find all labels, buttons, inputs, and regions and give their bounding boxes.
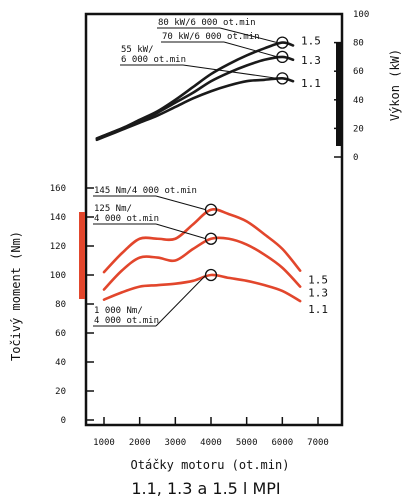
power-series-line-1.1 (95, 77, 295, 142)
torque-tick-label: 160 (50, 184, 66, 194)
torque-tick-label: 20 (55, 387, 66, 397)
power-series-label-1.3: 1.3 (301, 54, 321, 67)
power-anno-text: 70 kW/6 000 ot.min (162, 32, 260, 42)
power-tick-label: 40 (353, 96, 364, 106)
torque-anno-leader (155, 195, 207, 211)
power-axis-bar (336, 43, 341, 146)
torque-series-label-1.3: 1.3 (308, 287, 328, 300)
power-tick-label: 20 (353, 124, 364, 134)
x-tick-label: 6000 (271, 438, 293, 448)
x-axis-title: Otáčky motoru (ot.min) (131, 458, 290, 472)
x-tick-label: 1000 (93, 438, 115, 448)
torque-axis-title: Točivý moment (Nm) (9, 231, 23, 361)
power-anno-text-2: 6 000 ot.min (121, 55, 186, 65)
power-axis-title: Výkon (kW) (388, 49, 402, 121)
chart-caption: 1.1, 1.3 a 1.5 l MPI (131, 479, 280, 498)
torque-anno-text: 145 Nm/4 000 ot.min (94, 186, 197, 196)
power-series-label-1.5: 1.5 (301, 34, 321, 47)
torque-tick-label: 60 (55, 329, 66, 339)
torque-series-label-1.5: 1.5 (308, 274, 328, 287)
plot-frame (84, 12, 344, 427)
x-tick-label: 2000 (129, 438, 151, 448)
x-tick-label: 3000 (164, 438, 186, 448)
power-series-line-1.3 (95, 55, 295, 140)
x-tick-label: 4000 (200, 438, 222, 448)
power-anno-text: 80 kW/6 000 ot.min (158, 18, 256, 28)
torque-series-line-1.3 (102, 236, 302, 291)
torque-anno-text: 1 000 Nm/ (94, 306, 143, 316)
power-tick-label: 100 (353, 10, 369, 20)
torque-series-label-1.1: 1.1 (308, 303, 328, 316)
torque-anno-leader (155, 274, 207, 327)
torque-tick-label: 120 (50, 242, 66, 252)
x-tick-label: 5000 (236, 438, 258, 448)
x-tick-label: 7000 (307, 438, 329, 448)
torque-axis-bar (79, 212, 85, 299)
power-tick-label: 0 (353, 153, 358, 163)
torque-tick-label: 100 (50, 271, 66, 281)
torque-tick-label: 40 (55, 358, 66, 368)
torque-series-line-1.1 (102, 273, 302, 303)
power-tick-label: 60 (353, 67, 364, 77)
power-anno-text: 55 kW/ (121, 45, 154, 55)
power-anno-leader (182, 64, 278, 79)
torque-tick-label: 80 (55, 300, 66, 310)
power-anno-leader (219, 27, 278, 44)
power-series-label-1.1: 1.1 (301, 77, 321, 90)
torque-anno-text-2: 4 000 ot.min (94, 316, 159, 326)
torque-tick-label: 0 (61, 416, 66, 426)
torque-anno-text-2: 4 000 ot.min (94, 214, 159, 224)
torque-tick-label: 140 (50, 213, 66, 223)
torque-series-line-1.5 (102, 208, 302, 274)
power-anno-leader (223, 41, 278, 58)
torque-anno-text: 125 Nm/ (94, 204, 132, 214)
power-tick-label: 80 (353, 39, 364, 49)
torque-anno-leader (155, 223, 207, 240)
